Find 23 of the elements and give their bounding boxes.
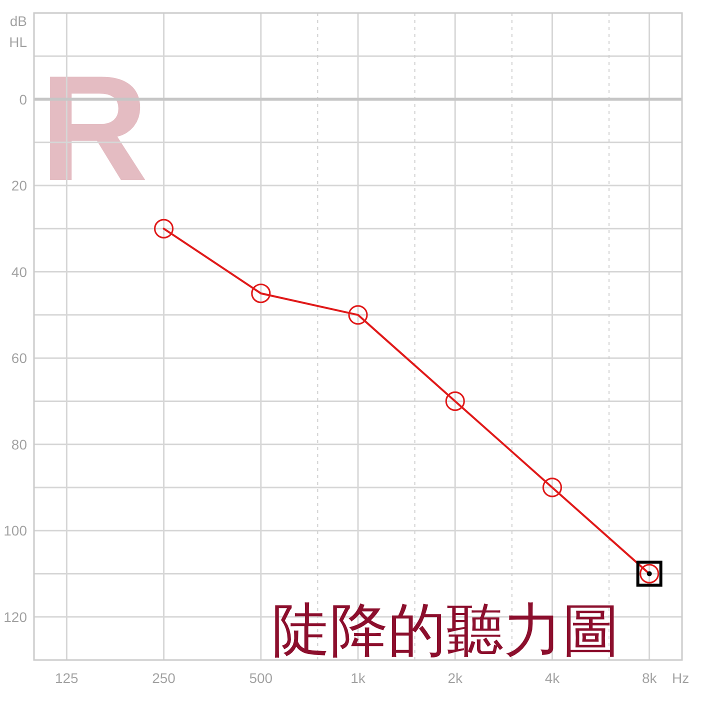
y-axis-title: dB HL <box>9 13 28 50</box>
x-tick-label: 125 <box>54 670 79 686</box>
x-tick-label: 4k <box>544 670 561 686</box>
y-tick-label: 100 <box>4 522 28 539</box>
y-tick-label: 120 <box>4 608 28 625</box>
point <box>251 284 271 304</box>
x-tick-label: 2k <box>448 670 464 686</box>
y-tick-label: 0 <box>19 91 28 108</box>
point <box>542 478 562 498</box>
point <box>154 218 174 238</box>
y-tick-label: 40 <box>11 264 28 280</box>
y-tick-label: 60 <box>11 350 28 366</box>
point <box>348 305 368 325</box>
y-tick-label: 20 <box>11 178 28 194</box>
x-tick-label: 8k <box>642 670 658 686</box>
x-tick-label: 1k <box>350 670 366 686</box>
x-tick-label: 250 <box>152 670 176 686</box>
y-tick-label: 80 <box>11 436 28 452</box>
x-axis-title: Hz <box>672 670 690 686</box>
x-tick-label: 500 <box>249 670 273 686</box>
text: 陡降的聽力圖 <box>272 596 620 664</box>
point <box>445 391 465 411</box>
annotation: R <box>40 44 148 212</box>
